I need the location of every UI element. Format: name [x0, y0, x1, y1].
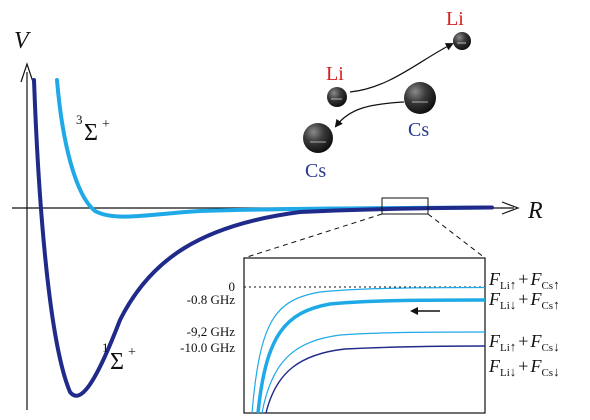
arrow-li-scatter — [349, 43, 454, 93]
state-label-li-down-cs-up: FLi↓ + FCs↑ — [488, 289, 560, 312]
singlet-label: 1 Σ + — [102, 340, 136, 375]
arrow-cs-scatter — [334, 101, 405, 128]
inset-curve-li-down-cs-up — [256, 298, 486, 414]
inset-curve-li-up-cs-down — [261, 331, 486, 414]
atom-li-top — [453, 32, 471, 50]
svg-text:FLi↑+FCs↓: FLi↑ + FCs↓ — [488, 331, 560, 354]
svg-text:Σ: Σ — [110, 349, 124, 375]
atom-label-li-middle: Li — [326, 63, 344, 85]
inset-curve-li-down-cs-down — [265, 345, 486, 414]
svg-text:FLi↓+FCs↓: FLi↓ + FCs↓ — [488, 356, 560, 379]
inset-tick-minus-9-2: -9,2 GHz — [187, 324, 236, 339]
atom-label-cs-middle: Cs — [408, 119, 429, 141]
x-axis-label: R — [527, 198, 543, 224]
atom-cs-bottom — [303, 123, 333, 153]
svg-text:+: + — [102, 117, 110, 132]
zoom-connector-left — [243, 213, 383, 259]
singlet-potential-curve — [32, 78, 494, 398]
svg-text:FLi↓+FCs↑: FLi↓ + FCs↑ — [488, 289, 560, 312]
x-axis-arrow-icon — [501, 201, 520, 215]
svg-text:3: 3 — [76, 112, 83, 127]
state-label-li-up-cs-up: FLi↑ + FCs↑ — [488, 269, 560, 292]
atom-label-li-top: Li — [446, 8, 464, 30]
zoom-connector-right — [427, 213, 486, 259]
atom-label-cs-bottom: Cs — [305, 160, 326, 182]
inset-tick-minus-10-0: -10.0 GHz — [180, 340, 235, 355]
y-axis-label: V — [14, 28, 31, 54]
state-label-li-up-cs-down: FLi↑ + FCs↓ — [488, 331, 560, 354]
inset-tick-minus-0-8: -0.8 GHz — [187, 292, 236, 307]
triplet-label: 3 Σ + — [76, 112, 110, 146]
svg-text:+: + — [128, 345, 136, 360]
inset-curve-li-up-cs-up — [251, 286, 486, 414]
state-label-li-down-cs-down: FLi↓ + FCs↓ — [488, 356, 560, 379]
inset-panel — [243, 257, 486, 414]
atom-li-middle — [327, 87, 347, 107]
svg-text:1: 1 — [102, 340, 109, 355]
y-axis-arrow-icon — [20, 62, 34, 83]
svg-text:FLi↑+FCs↑: FLi↑ + FCs↑ — [488, 269, 560, 292]
atom-cs-middle — [404, 82, 436, 114]
svg-text:Σ: Σ — [84, 120, 98, 146]
inset-tick-zero: 0 — [229, 279, 236, 294]
zoom-box — [381, 197, 429, 215]
